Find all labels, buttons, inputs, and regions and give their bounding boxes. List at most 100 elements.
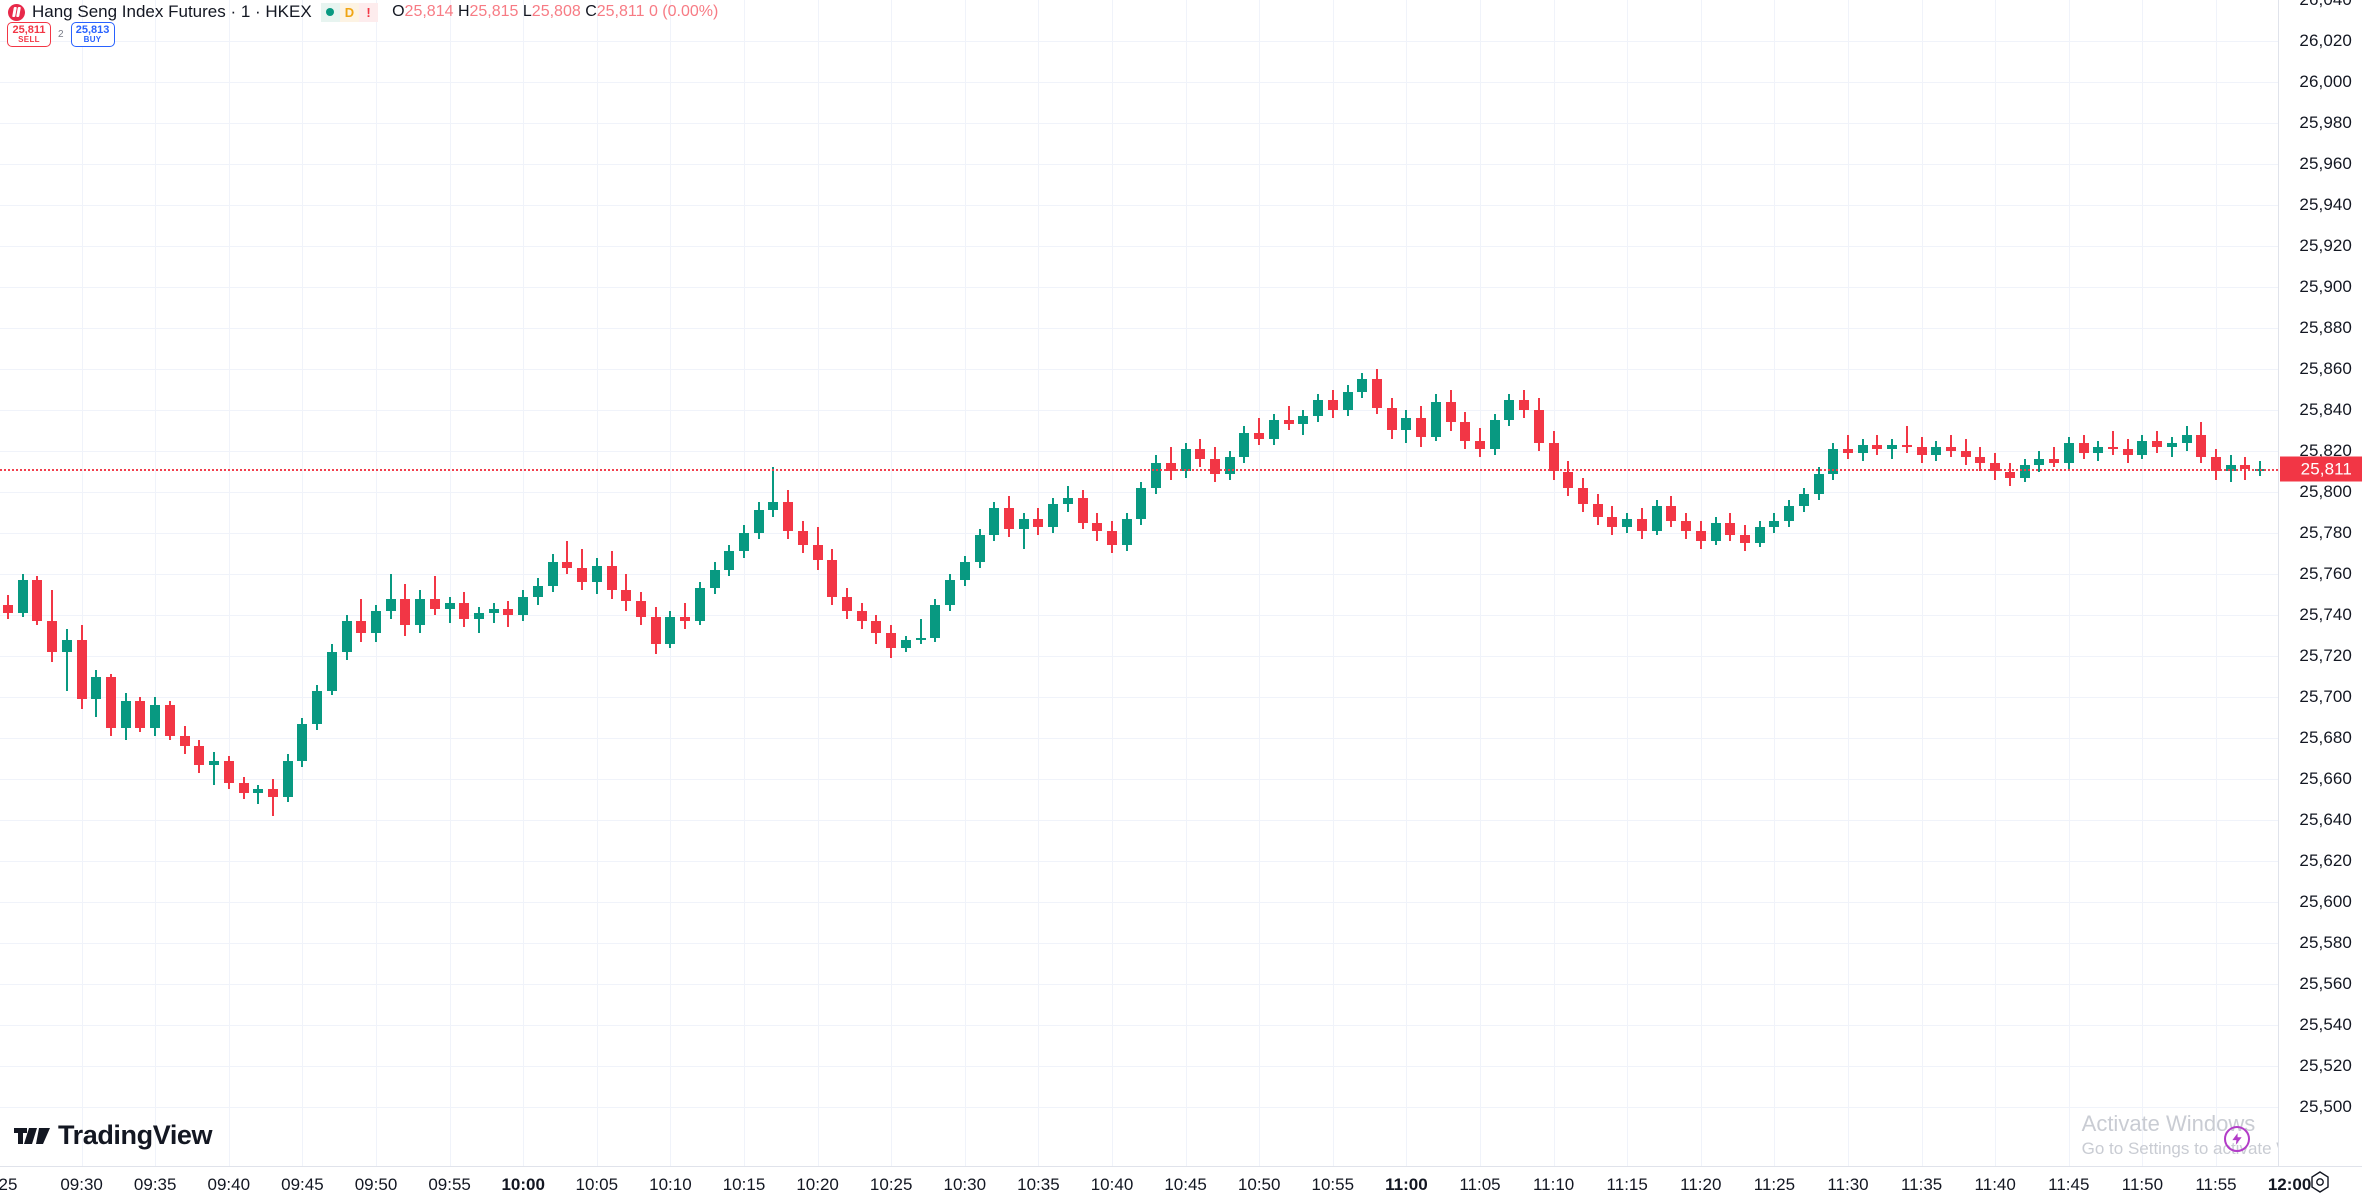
gridline-vertical xyxy=(302,0,304,1166)
tradingview-logo: TradingView xyxy=(14,1120,213,1151)
candlestick xyxy=(1887,0,1898,1166)
candlestick xyxy=(1151,0,1162,1166)
price-tick-label: 25,980 xyxy=(2299,113,2352,132)
candle-wick xyxy=(1950,434,1953,458)
gridline-horizontal xyxy=(0,943,2278,944)
candlestick xyxy=(1725,0,1736,1166)
candlestick xyxy=(1931,0,1942,1166)
candle-body xyxy=(1475,440,1485,449)
candlestick xyxy=(1519,0,1530,1166)
candlestick xyxy=(518,0,529,1166)
time-tick-label: 11:40 xyxy=(1974,1175,2016,1194)
candle-body xyxy=(1666,506,1677,521)
candle-body xyxy=(1784,506,1795,521)
candle-body xyxy=(1180,448,1191,472)
lightning-bolt-icon[interactable] xyxy=(2224,1126,2250,1152)
candlestick xyxy=(341,0,352,1166)
candle-body xyxy=(356,621,367,634)
time-tick-label: 09:30 xyxy=(60,1175,103,1194)
candlestick xyxy=(135,0,146,1166)
buy-label: BUY xyxy=(83,35,102,45)
symbol-title[interactable]: Hang Seng Index Futures · 1 · HKEX xyxy=(32,2,312,21)
market-open-dot-icon[interactable] xyxy=(320,2,340,22)
status-badges: D ! xyxy=(320,2,379,22)
candle-body xyxy=(1254,432,1265,439)
candle-body xyxy=(915,637,926,640)
candlestick xyxy=(886,0,897,1166)
candlestick xyxy=(1224,0,1235,1166)
badge-delayed[interactable]: D xyxy=(339,2,360,22)
badge-alert-icon[interactable]: ! xyxy=(359,2,379,22)
price-tick-label: 25,800 xyxy=(2299,482,2352,501)
candle-body xyxy=(238,783,249,794)
time-scale[interactable]: 25 09:30 09:35 09:40 09:45 09:50 09:55 10:00 10:… xyxy=(0,1166,2362,1198)
candle-body xyxy=(532,586,543,597)
candle-body xyxy=(1151,463,1162,488)
candlestick xyxy=(503,0,514,1166)
candlestick xyxy=(1990,0,2001,1166)
time-tick-label: 09:40 xyxy=(207,1175,251,1194)
sell-button[interactable]: 25,811 SELL xyxy=(7,22,51,47)
candle-body xyxy=(1931,446,1942,456)
candlestick xyxy=(2196,0,2207,1166)
candle-body xyxy=(2211,457,2221,472)
gridline-vertical xyxy=(1921,0,1923,1166)
candle-body xyxy=(1990,463,2001,472)
candlestick xyxy=(1828,0,1839,1166)
candle-body xyxy=(2063,442,2074,464)
candle-body xyxy=(1342,391,1353,410)
chart-plot-area[interactable] xyxy=(0,0,2278,1166)
candlestick xyxy=(1268,0,1279,1166)
price-tick-label: 25,900 xyxy=(2299,277,2352,296)
gridline-vertical xyxy=(376,0,377,1166)
candlestick xyxy=(2063,0,2074,1166)
candle-wick xyxy=(1258,418,1261,445)
candle-body xyxy=(1946,446,1957,451)
candle-body xyxy=(2078,442,2089,454)
candle-body xyxy=(974,535,985,562)
candle-body xyxy=(1283,420,1294,425)
candlestick xyxy=(1901,0,1912,1166)
candle-body xyxy=(1092,522,1103,531)
price-tick-label: 26,000 xyxy=(2299,72,2352,91)
candle-body xyxy=(1430,401,1441,437)
candle-body xyxy=(1018,518,1029,529)
candle-body xyxy=(1843,448,1853,454)
candlestick xyxy=(827,0,838,1166)
candlestick xyxy=(1062,0,1073,1166)
price-tick-label: 25,580 xyxy=(2299,933,2352,952)
candlestick xyxy=(1018,0,1029,1166)
close-label: C xyxy=(585,3,597,20)
gridline-vertical xyxy=(1112,0,1113,1166)
gridline-vertical xyxy=(1406,0,1408,1166)
close-value: 25,811 xyxy=(596,3,645,20)
chart-settings-icon[interactable] xyxy=(2308,1170,2332,1194)
current-price-badge[interactable]: 25,811 xyxy=(2280,456,2362,482)
current-price-line xyxy=(0,469,2278,472)
candle-body xyxy=(385,598,396,611)
buy-button[interactable]: 25,813 BUY xyxy=(70,22,115,47)
price-tick-label: 26,040 xyxy=(2299,0,2352,10)
candlestick xyxy=(783,0,794,1166)
candle-wick xyxy=(257,785,260,804)
candlestick xyxy=(621,0,632,1166)
candlestick xyxy=(371,0,381,1166)
price-scale[interactable]: 26,040 26,020 26,000 25,980 25,960 25,940 25,9… xyxy=(2278,0,2362,1166)
candlestick xyxy=(1475,0,1485,1166)
ohlc-values: O25,814 H25,815 L25,808 C25,811 0 (0.00%… xyxy=(392,3,718,21)
candle-body xyxy=(1121,518,1132,546)
candle-wick xyxy=(389,574,392,620)
gridline-vertical xyxy=(670,0,672,1166)
candlestick xyxy=(768,0,779,1166)
candle-body xyxy=(1651,506,1662,531)
candle-wick xyxy=(360,598,363,642)
time-tick-label: 09:50 xyxy=(354,1175,398,1194)
candle-body xyxy=(1003,508,1014,529)
gridline-vertical xyxy=(228,0,230,1166)
gridline-vertical xyxy=(817,0,819,1166)
order-quantity[interactable]: 2 xyxy=(58,29,64,40)
candle-body xyxy=(1357,379,1368,392)
candlestick xyxy=(1622,0,1633,1166)
candlestick xyxy=(1489,0,1500,1166)
